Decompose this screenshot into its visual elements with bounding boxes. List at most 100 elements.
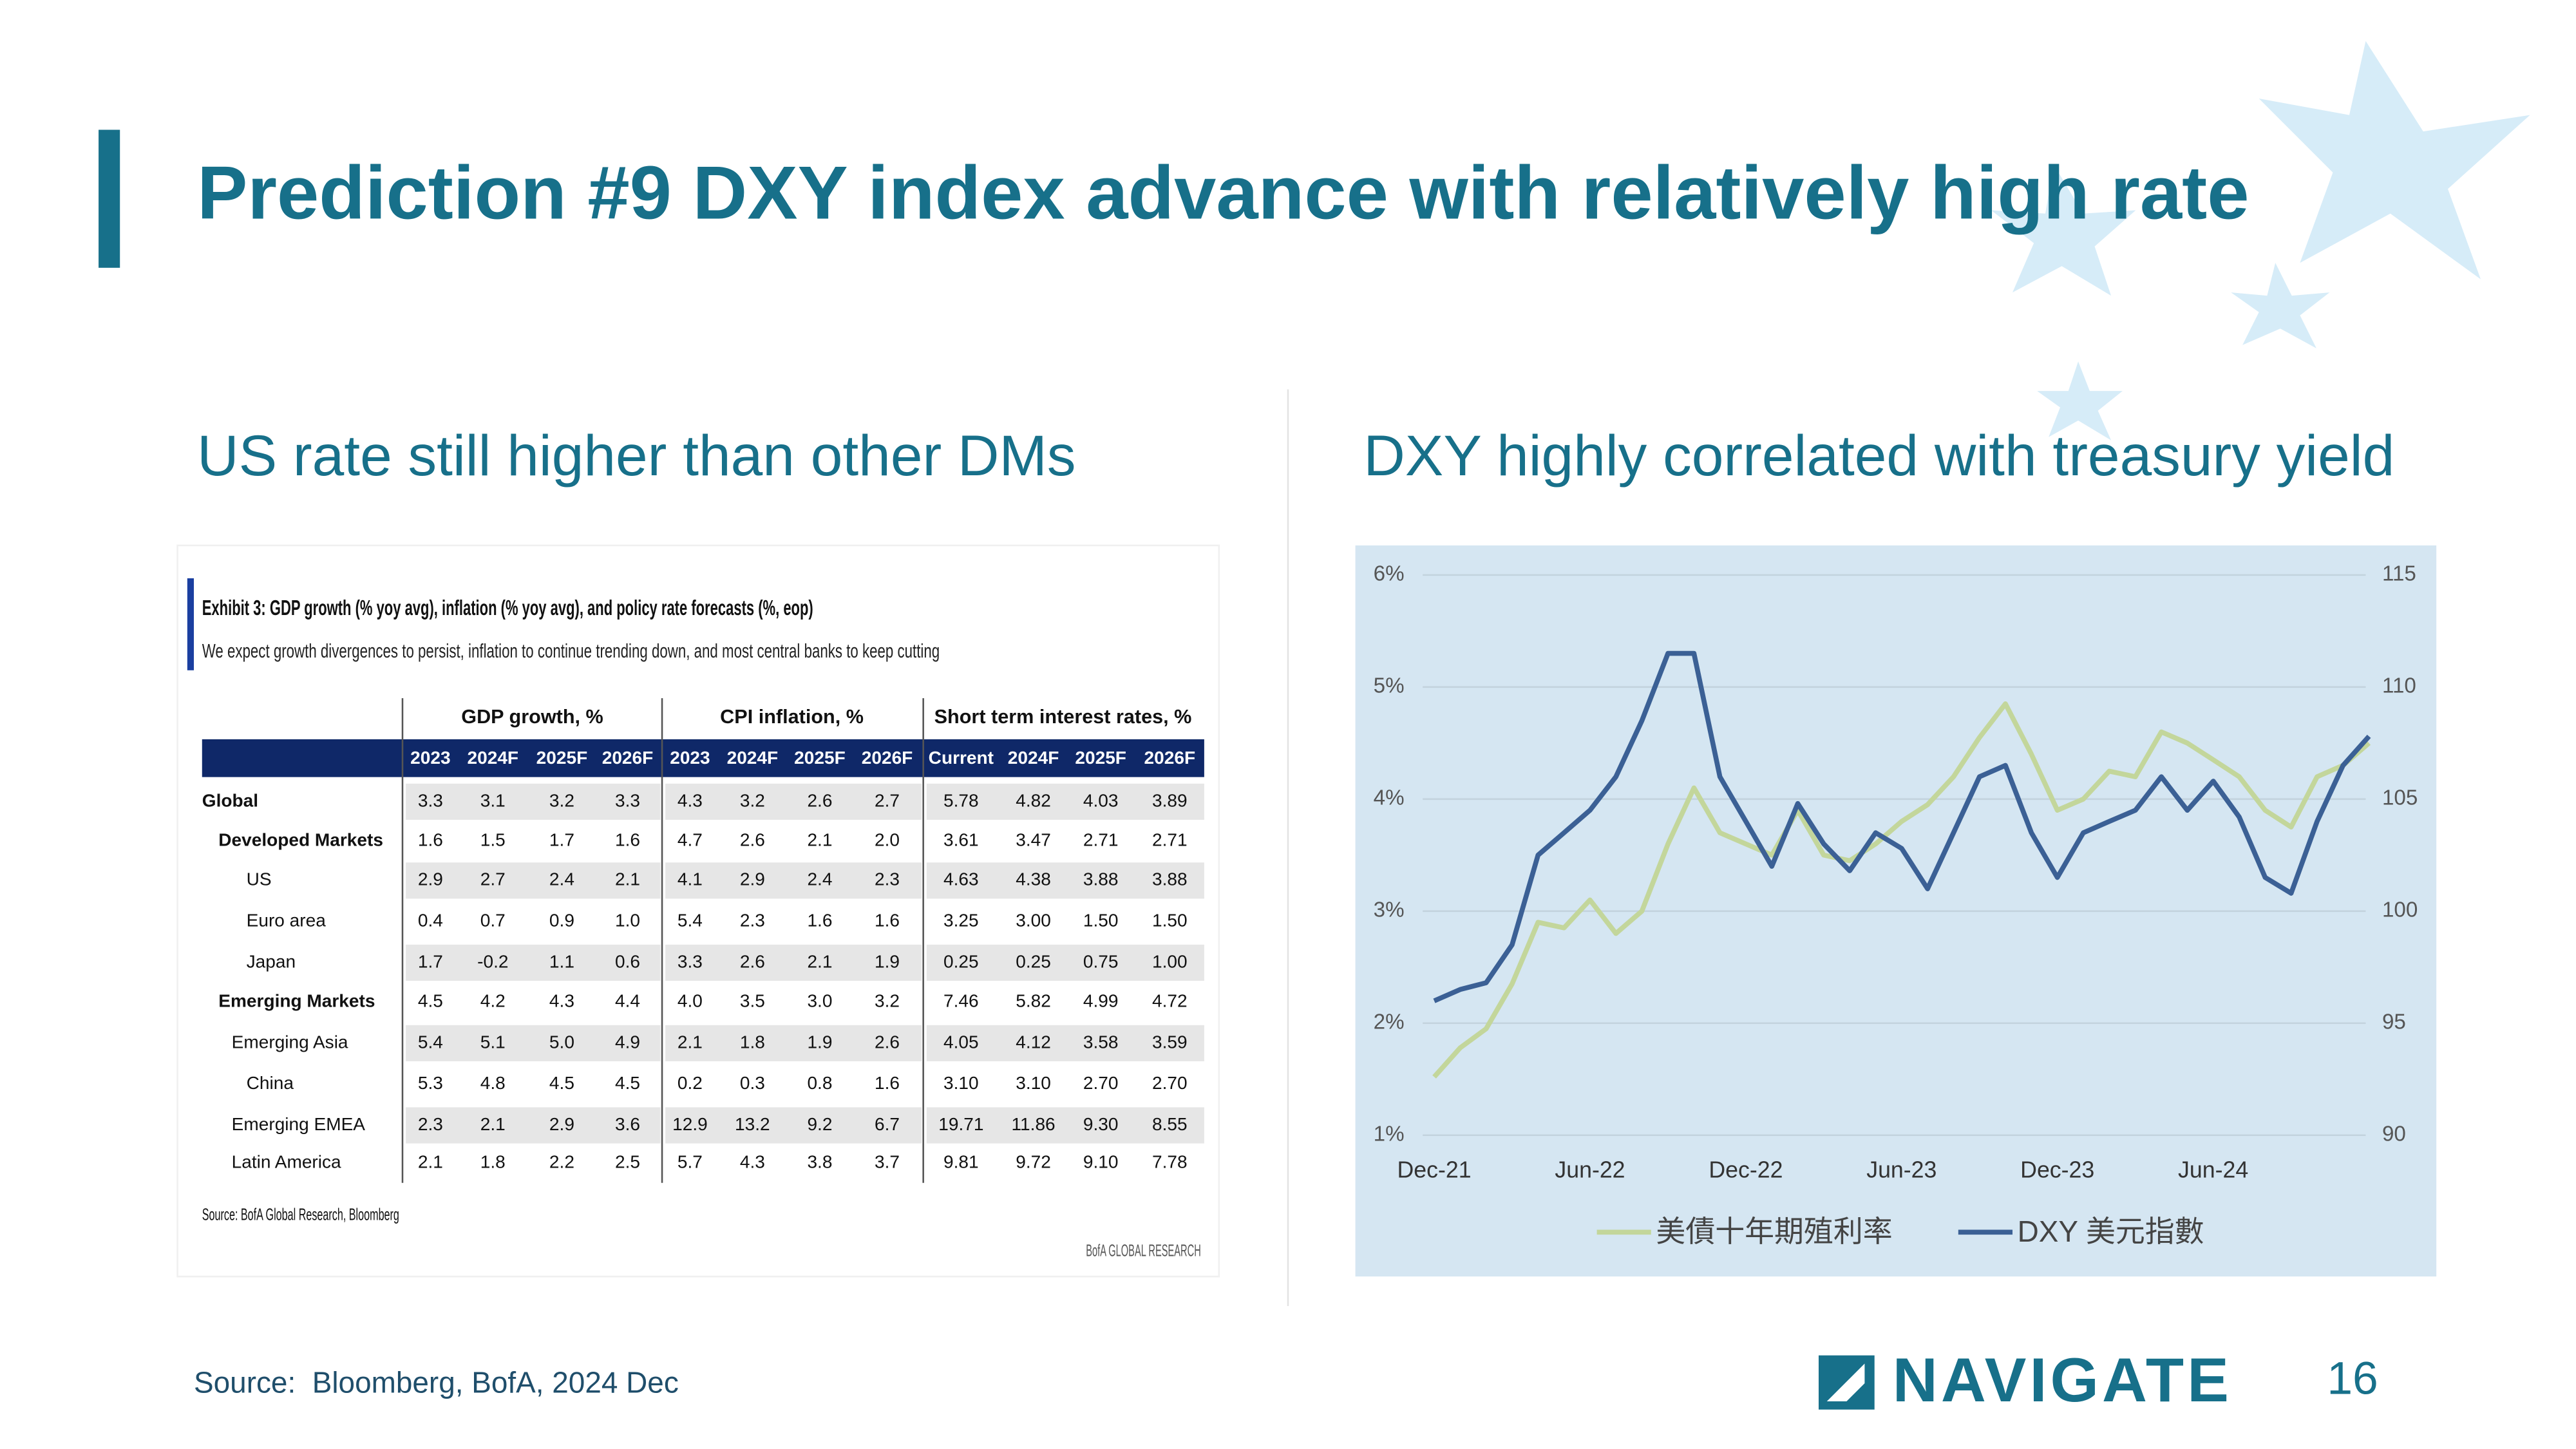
row-shade [406, 1107, 661, 1144]
cell: 1.8 [740, 1032, 765, 1052]
cell: 3.8 [807, 1152, 832, 1172]
row-shade [926, 1025, 1204, 1061]
cell: 1.6 [807, 911, 832, 931]
column-header: 2023 [410, 748, 450, 768]
cell: 4.3 [740, 1152, 765, 1172]
star-shape [2231, 263, 2330, 348]
cell: 4.12 [1016, 1032, 1051, 1052]
footer: Source: Bloomberg, BofA, 2024 Dec NAVIGA… [194, 1345, 2378, 1415]
cell: 4.5 [549, 1073, 574, 1093]
cell: 4.3 [549, 991, 574, 1011]
cell: 1.50 [1083, 911, 1119, 931]
y-tick-label: 2% [1374, 1010, 1405, 1034]
title-bar [99, 129, 120, 268]
cell: 3.3 [677, 951, 703, 971]
x-tick-label: Jun-22 [1555, 1157, 1625, 1182]
cell: 1.6 [418, 830, 443, 850]
table-title: Exhibit 3: GDP growth (% yoy avg), infla… [202, 596, 813, 620]
cell: 7.46 [943, 991, 979, 1011]
cell: 3.59 [1152, 1032, 1188, 1052]
cell: 3.00 [1016, 911, 1051, 931]
cell: 2.9 [740, 869, 765, 889]
cell: 2.7 [480, 869, 506, 889]
column-header: 2026F [602, 748, 654, 768]
cell: 4.2 [480, 991, 506, 1011]
y-tick-label: 1% [1374, 1122, 1405, 1146]
y2-tick-label: 95 [2382, 1010, 2406, 1034]
cell: 5.4 [418, 1032, 443, 1052]
cell: -0.2 [477, 951, 508, 971]
cell: 4.0 [677, 991, 703, 1011]
row-label: Global [202, 790, 258, 810]
cell: 3.3 [418, 790, 443, 810]
cell: 2.1 [480, 1114, 506, 1134]
cell: 4.5 [615, 1073, 640, 1093]
cell: 2.1 [677, 1032, 703, 1052]
cell: 2.70 [1152, 1073, 1188, 1093]
cell: 1.5 [480, 830, 506, 850]
cell: 3.7 [875, 1152, 900, 1172]
right-heading: DXY highly correlated with treasury yiel… [1363, 423, 2394, 488]
cell: 3.2 [740, 790, 765, 810]
cell: 5.82 [1016, 991, 1051, 1011]
row-label: Emerging Markets [218, 991, 375, 1011]
cell: 0.3 [740, 1073, 765, 1093]
cell: 2.4 [807, 869, 832, 889]
cell: 3.10 [1016, 1073, 1051, 1093]
cell: 2.3 [740, 911, 765, 931]
cell: 3.10 [943, 1073, 979, 1093]
cell: 2.7 [875, 790, 900, 810]
row-shade [926, 1107, 1204, 1144]
cell: 3.3 [615, 790, 640, 810]
cell: 2.9 [418, 869, 443, 889]
cell: 4.8 [480, 1073, 506, 1093]
cell: 2.2 [549, 1152, 574, 1172]
cell: 3.1 [480, 790, 506, 810]
legend-label: DXY 美元指數 [2018, 1215, 2204, 1248]
cell: 5.4 [677, 911, 703, 931]
y-tick-label: 4% [1374, 786, 1405, 810]
cell: 2.6 [740, 951, 765, 971]
footer-source: Source: Bloomberg, BofA, 2024 Dec [194, 1366, 679, 1399]
cell: 1.0 [615, 911, 640, 931]
cell: 5.3 [418, 1073, 443, 1093]
table-credit: BofA GLOBAL RESEARCH [1086, 1242, 1201, 1260]
cell: 4.03 [1083, 790, 1119, 810]
cell: 4.4 [615, 991, 640, 1011]
cell: 1.7 [418, 951, 443, 971]
cell: 1.50 [1152, 911, 1188, 931]
cell: 9.81 [943, 1152, 979, 1172]
x-tick-label: Dec-21 [1397, 1157, 1471, 1182]
row-label: Emerging EMEA [232, 1114, 366, 1134]
group-header: Short term interest rates, % [934, 706, 1192, 728]
cell: 0.8 [807, 1073, 832, 1093]
cell: 5.0 [549, 1032, 574, 1052]
cell: 3.2 [875, 991, 900, 1011]
star-shape [2037, 361, 2123, 440]
y2-tick-label: 105 [2382, 786, 2418, 810]
cell: 5.78 [943, 790, 979, 810]
cell: 2.71 [1152, 830, 1188, 850]
row-label: Developed Markets [218, 830, 383, 850]
cell: 12.9 [672, 1114, 708, 1134]
column-header: 2025F [536, 748, 588, 768]
cell: 1.1 [549, 951, 574, 971]
cell: 1.6 [875, 1073, 900, 1093]
cell: 2.1 [807, 951, 832, 971]
y-tick-label: 5% [1374, 674, 1405, 698]
row-label: Latin America [232, 1152, 341, 1172]
cell: 0.9 [549, 911, 574, 931]
cell: 8.55 [1152, 1114, 1188, 1134]
row-shade [926, 862, 1204, 899]
cell: 3.47 [1016, 830, 1051, 850]
group-header: CPI inflation, % [720, 706, 864, 728]
cell: 2.6 [807, 790, 832, 810]
cell: 3.88 [1083, 869, 1119, 889]
y-tick-label: 3% [1374, 898, 1405, 922]
slide-title: Prediction #9 DXY index advance with rel… [197, 151, 2249, 235]
group-header: GDP growth, % [461, 706, 603, 728]
cell: 4.82 [1016, 790, 1051, 810]
cell: 2.0 [875, 830, 900, 850]
cell: 6.7 [875, 1114, 900, 1134]
